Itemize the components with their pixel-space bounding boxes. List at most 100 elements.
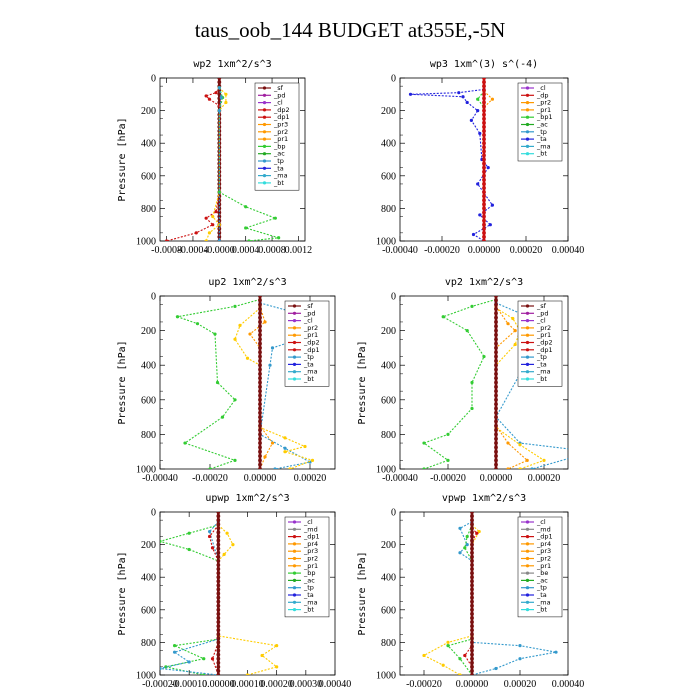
data-point: [258, 333, 262, 337]
data-point: [482, 78, 486, 80]
panel-title: wp2 1xm^2/s^3: [193, 59, 271, 70]
data-point: [470, 567, 474, 571]
x-tick-label: 0.00030: [290, 679, 323, 690]
data-point: [172, 644, 177, 648]
panel-title: up2 1xm^2/s^3: [208, 277, 286, 288]
data-point: [217, 109, 221, 113]
data-point: [270, 441, 275, 445]
data-point: [204, 94, 208, 98]
series-group: [164, 78, 281, 241]
data-point: [470, 563, 474, 567]
legend-marker: [525, 571, 530, 575]
series-line-pr2: [483, 90, 494, 241]
panel-upwp: upwp 1xm^2/s^3 0 200 400 600 800 1000-0.00020-…: [117, 493, 351, 690]
data-point: [217, 133, 222, 137]
data-point: [465, 543, 469, 547]
data-point: [214, 210, 218, 214]
data-point: [216, 611, 221, 616]
y-tick-label: 800: [381, 430, 396, 441]
legend-label: _cl: [273, 99, 283, 107]
data-point: [482, 153, 486, 158]
data-point: [482, 194, 486, 199]
data-point: [518, 443, 522, 447]
data-point: [275, 644, 279, 648]
data-point: [258, 406, 262, 411]
data-point: [187, 547, 191, 552]
y-tick-label: 400: [381, 573, 396, 584]
data-point: [258, 320, 262, 324]
data-point: [518, 467, 522, 469]
legend-marker: [262, 144, 267, 148]
data-point: [194, 231, 198, 235]
panel-title: vp2 1xm^2/s^3: [445, 277, 523, 288]
series-line-bp1: [477, 90, 485, 241]
legend-marker: [292, 578, 297, 583]
y-tick-label: 800: [141, 430, 156, 441]
data-point: [408, 92, 413, 96]
data-point: [465, 100, 469, 105]
data-point: [470, 611, 474, 616]
data-point: [494, 296, 498, 298]
legend-label: _tp: [273, 157, 284, 165]
data-point: [482, 88, 486, 93]
y-tick-label: 600: [381, 395, 396, 406]
x-tick-label: 0.00020: [260, 679, 293, 690]
legend-marker: [292, 527, 297, 531]
legend-label: _pr4: [536, 540, 551, 548]
legend-label: _tp: [303, 353, 314, 361]
legend-marker: [292, 348, 297, 352]
data-point: [214, 91, 218, 95]
y-tick-label: 800: [141, 638, 156, 649]
data-point: [216, 644, 221, 649]
series-line-pr2: [217, 524, 279, 675]
data-point: [258, 441, 262, 445]
data-point: [470, 526, 474, 531]
legend-marker: [262, 130, 267, 134]
legend-marker: [525, 593, 530, 597]
legend-marker: [525, 564, 530, 568]
data-point: [518, 644, 522, 648]
data-point: [494, 328, 498, 333]
data-point: [463, 653, 467, 658]
legend-label: _ac: [536, 121, 548, 129]
legend-marker: [262, 181, 267, 185]
legend-label: _cl: [303, 317, 313, 325]
legend-marker: [262, 108, 267, 112]
legend-marker: [525, 527, 530, 531]
legend-label: _sf: [303, 302, 314, 310]
legend-marker: [292, 319, 297, 323]
data-point: [258, 397, 262, 402]
data-point: [494, 441, 498, 445]
data-point: [216, 583, 221, 588]
legend-label: _dp: [536, 91, 549, 99]
data-point: [258, 328, 262, 333]
legend-marker: [262, 86, 267, 90]
series-line-ta: [410, 88, 494, 241]
data-point: [258, 315, 262, 320]
data-point: [222, 552, 226, 556]
data-point: [216, 636, 221, 641]
x-tick-label: -0.00020: [430, 473, 466, 484]
data-point: [172, 650, 177, 654]
legend-label: _pr2: [303, 324, 318, 332]
data-point: [216, 554, 221, 559]
legend-label: _pr2: [273, 128, 288, 136]
legend-marker: [262, 152, 267, 156]
legend-marker: [292, 311, 297, 315]
data-point: [494, 380, 498, 385]
data-point: [217, 190, 221, 194]
data-point: [482, 210, 486, 215]
data-point: [244, 205, 248, 209]
x-tick-label: 0.0008: [258, 245, 286, 256]
data-point: [216, 563, 221, 567]
data-point: [482, 173, 486, 178]
y-tick-label: 600: [141, 171, 156, 182]
legend-marker: [292, 340, 297, 345]
data-point: [494, 376, 498, 381]
data-point: [494, 462, 498, 467]
data-point: [217, 235, 222, 239]
legend-marker: [525, 137, 530, 141]
data-point: [210, 546, 215, 550]
data-point: [258, 363, 262, 368]
panel-vp2: vp2 1xm^2/s^3 0 200 400 600 800 1000-0.00040 -0…: [357, 277, 569, 484]
